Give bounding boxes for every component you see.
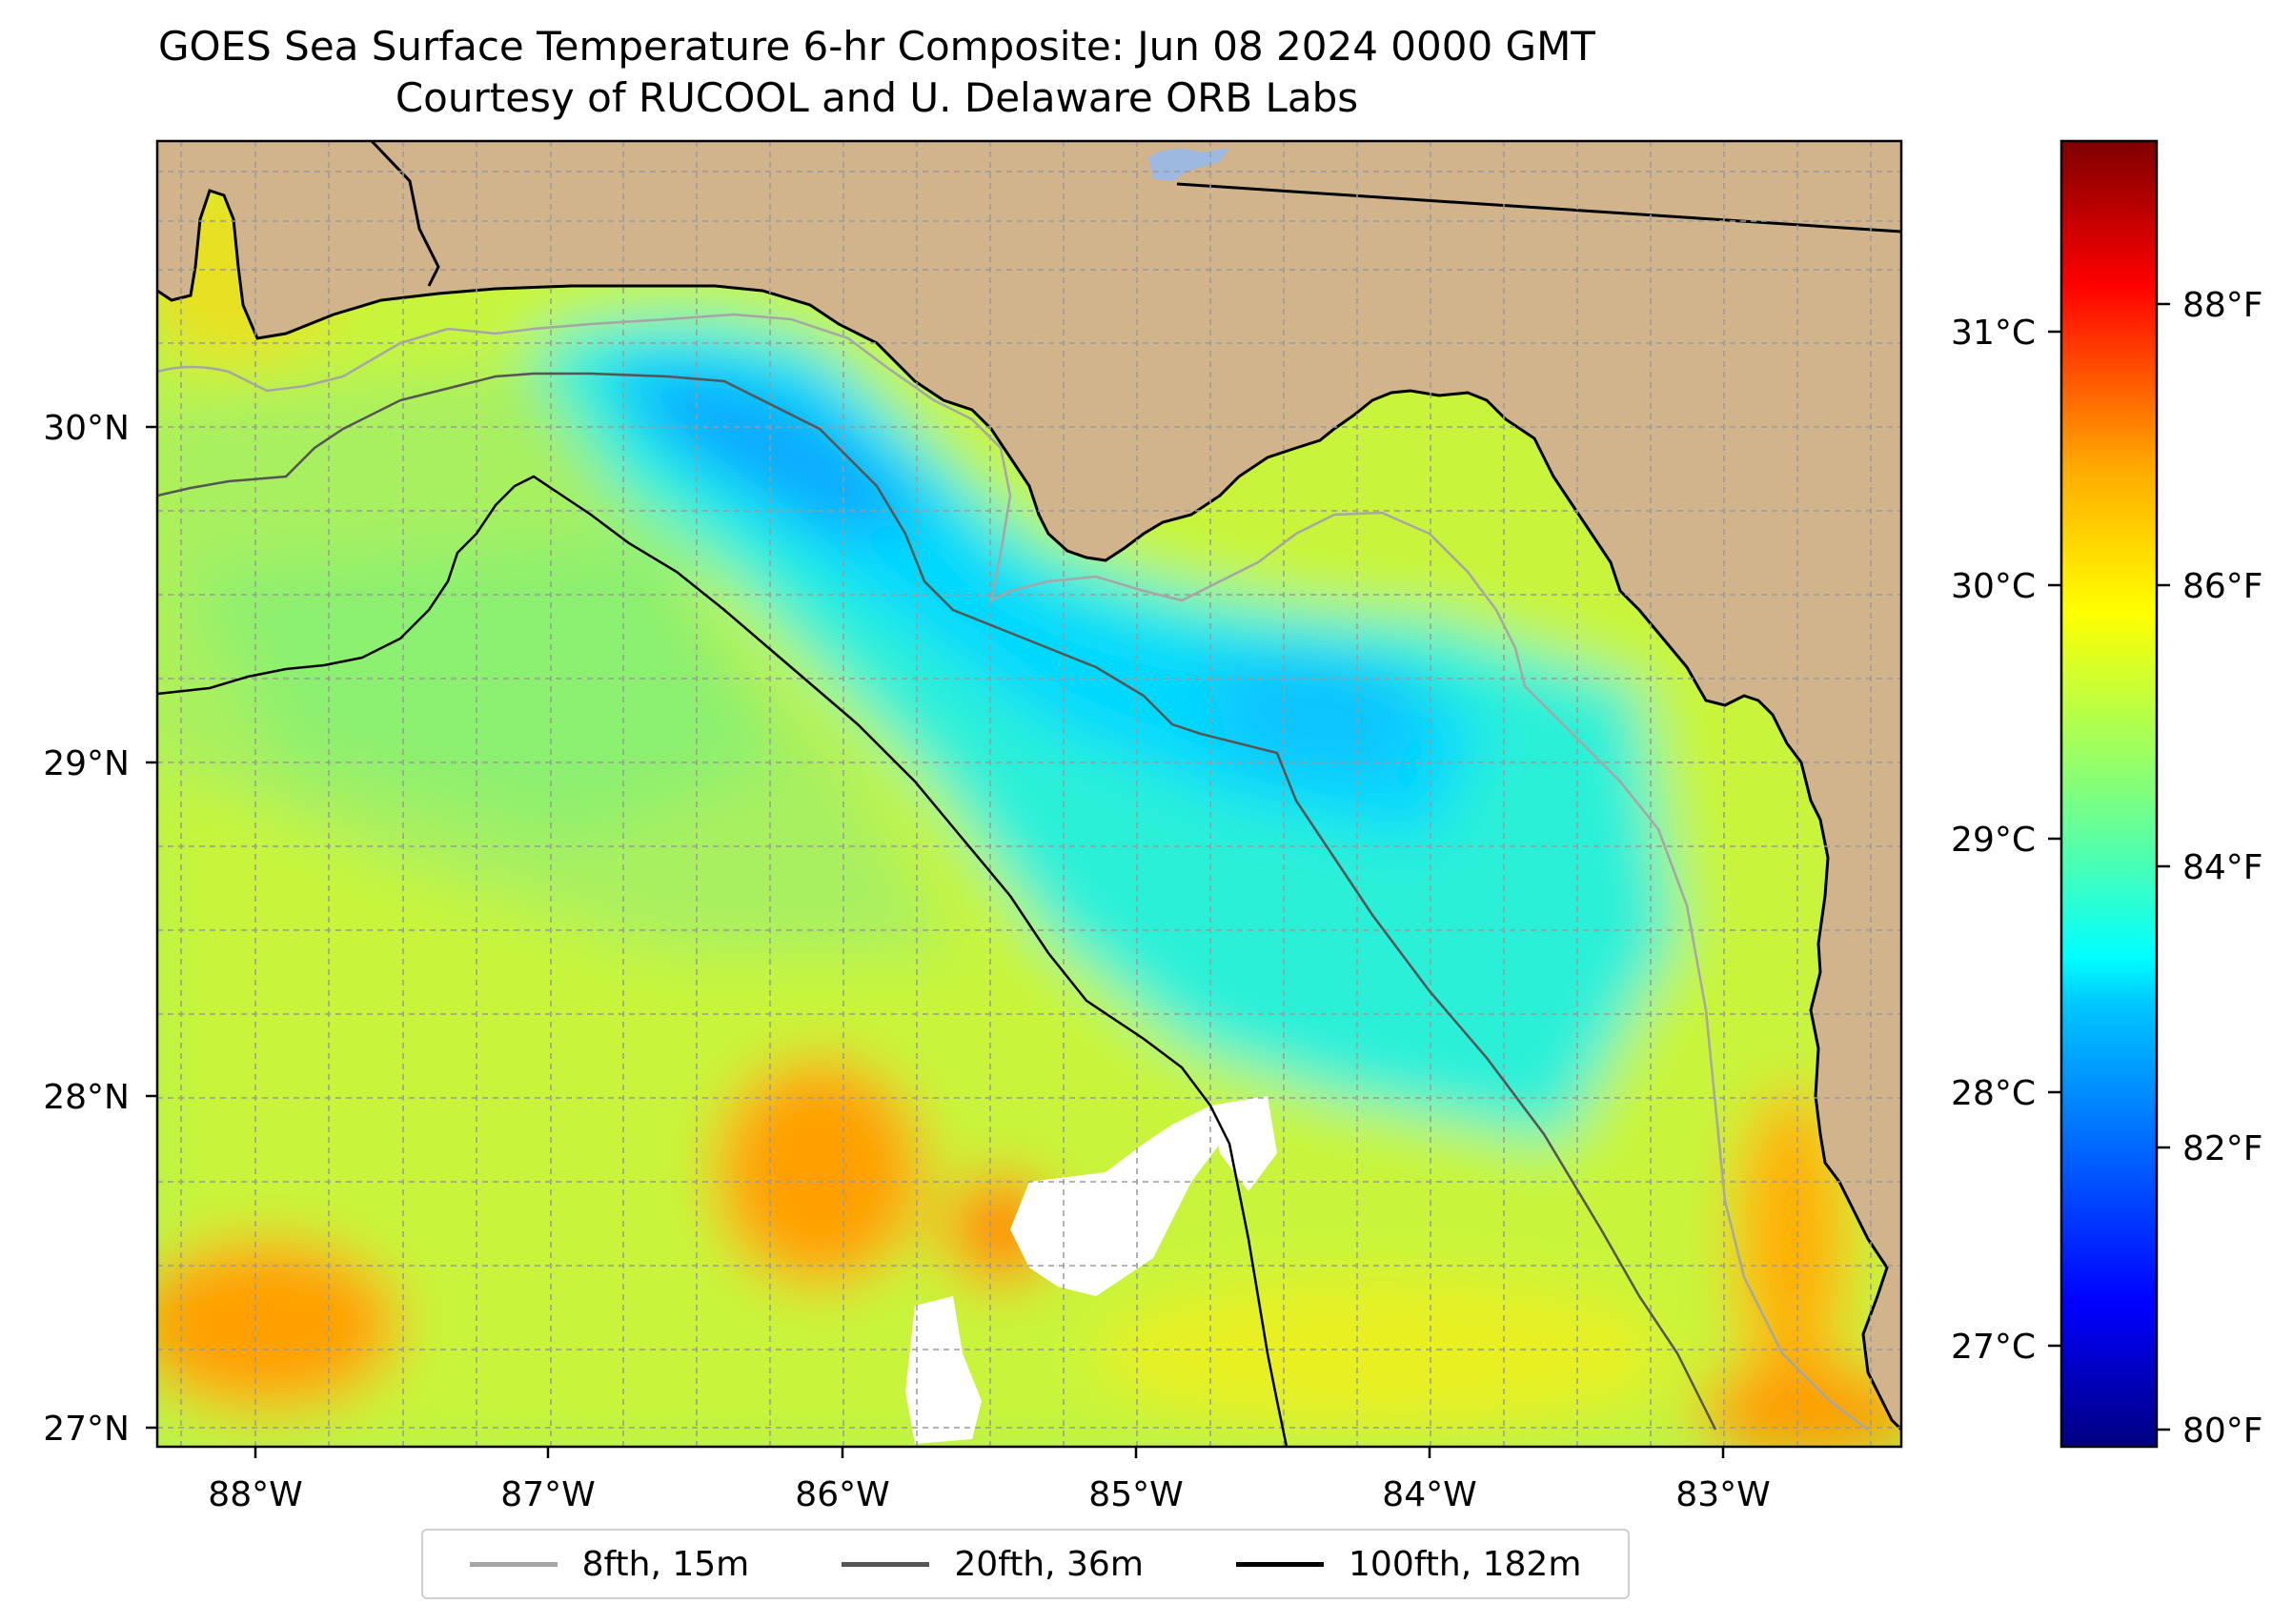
colorbar-c-label: 28°C <box>1951 1074 2036 1113</box>
lat-tick-label: 28°N <box>43 1078 130 1117</box>
lon-tick-label: 83°W <box>1675 1475 1770 1514</box>
isobath-20fth <box>157 372 1717 1431</box>
lat-tick-label: 30°N <box>43 409 130 448</box>
colorbar-f-label: 82°F <box>2182 1129 2263 1168</box>
colorbar-c-label: 30°C <box>1951 567 2036 606</box>
map-gridlines <box>157 141 1901 1447</box>
legend-label: 20fth, 36m <box>954 1544 1144 1584</box>
map-area <box>157 141 1901 1447</box>
lat-tick-label: 29°N <box>43 744 130 783</box>
isobath-8fth <box>157 313 1869 1431</box>
legend-line-8fth <box>469 1561 558 1567</box>
map-frame <box>155 139 1903 1449</box>
colorbar-f-label: 86°F <box>2182 567 2263 606</box>
lon-tick-label: 85°W <box>1088 1475 1183 1514</box>
lat-tick-marks <box>146 425 157 1430</box>
colorbar-c-label: 27°C <box>1951 1328 2036 1367</box>
colorbar <box>2060 139 2159 1449</box>
legend-item-100fth: 100fth, 182m <box>1236 1545 1581 1584</box>
lon-tick-label: 84°W <box>1382 1475 1476 1514</box>
lon-tick-label: 87°W <box>500 1475 595 1514</box>
lon-tick-label: 88°W <box>208 1475 302 1514</box>
colorbar-f-ticks <box>2157 302 2170 1431</box>
isobath-100fth <box>157 475 1289 1447</box>
colorbar-c-label: 29°C <box>1951 821 2036 860</box>
lon-tick-label: 86°W <box>795 1475 889 1514</box>
legend-item-8fth: 8fth, 15m <box>469 1544 750 1584</box>
legend-label: 8fth, 15m <box>581 1544 750 1584</box>
land-mass <box>157 141 1901 1430</box>
legend-line-20fth <box>842 1561 930 1567</box>
legend-label: 100fth, 182m <box>1349 1544 1582 1584</box>
legend-item-20fth: 20fth, 36m <box>842 1545 1144 1584</box>
map-subtitle: Courtesy of RUCOOL and U. Delaware ORB L… <box>395 74 1359 121</box>
lake <box>1148 148 1229 181</box>
colorbar-f-label: 88°F <box>2182 286 2263 325</box>
lat-tick-label: 27°N <box>43 1410 130 1449</box>
isobath-legend: 8fth, 15m 20fth, 36m 100fth, 182m <box>421 1529 1630 1599</box>
colorbar-f-label: 80°F <box>2182 1411 2263 1451</box>
colorbar-c-ticks <box>2048 330 2061 1348</box>
lon-tick-marks <box>254 1447 1725 1458</box>
colorbar-f-label: 84°F <box>2182 848 2263 887</box>
colorbar-c-label: 31°C <box>1951 314 2036 353</box>
legend-line-100fth <box>1236 1561 1325 1567</box>
map-title: GOES Sea Surface Temperature 6-hr Compos… <box>158 23 1595 70</box>
